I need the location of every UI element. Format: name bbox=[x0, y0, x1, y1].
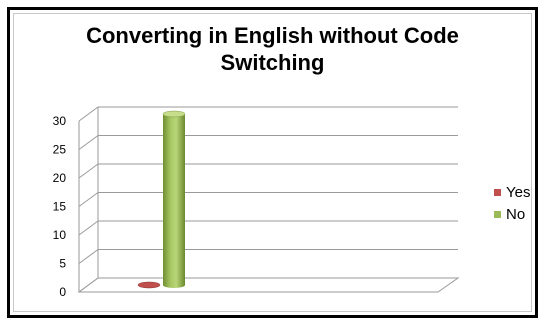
y-tick-label: 10 bbox=[53, 228, 67, 242]
gridline-side-25 bbox=[78, 135, 99, 150]
gridline-side-5 bbox=[78, 249, 99, 264]
bar-body-no bbox=[163, 114, 185, 288]
gridline-side-20 bbox=[78, 163, 99, 179]
legend-swatch-no bbox=[494, 210, 501, 218]
gridline-side-10 bbox=[78, 220, 99, 236]
y-tick-label: 15 bbox=[53, 200, 67, 214]
chart-title-line-1: Converting in English without Code bbox=[86, 23, 459, 48]
legend-item-yes: Yes bbox=[494, 181, 530, 203]
gridline-side-15 bbox=[78, 192, 99, 207]
chart-title-line-2: Switching bbox=[220, 50, 325, 75]
y-tick-label: 0 bbox=[59, 285, 66, 299]
legend-label-yes: Yes bbox=[506, 183, 531, 201]
chart-title: Converting in English without Code Switc… bbox=[0, 22, 545, 76]
chart-legend: Yes No bbox=[494, 181, 530, 225]
chart-border bbox=[13, 13, 532, 312]
y-tick-label: 25 bbox=[53, 143, 67, 157]
y-tick-label: 20 bbox=[53, 171, 67, 185]
bar-top-no bbox=[162, 110, 186, 118]
chart-floor bbox=[77, 277, 460, 293]
bar-yes bbox=[137, 281, 161, 289]
y-tick-label: 30 bbox=[53, 114, 67, 128]
legend-label-no: No bbox=[506, 205, 526, 223]
y-tick-label: 5 bbox=[59, 257, 66, 271]
bar-no bbox=[162, 110, 186, 288]
legend-swatch-yes bbox=[494, 188, 501, 196]
gridline-side-30 bbox=[78, 106, 99, 122]
bar-disc-yes bbox=[137, 281, 161, 289]
chart-frame bbox=[7, 7, 538, 318]
legend-item-no: No bbox=[494, 203, 530, 225]
